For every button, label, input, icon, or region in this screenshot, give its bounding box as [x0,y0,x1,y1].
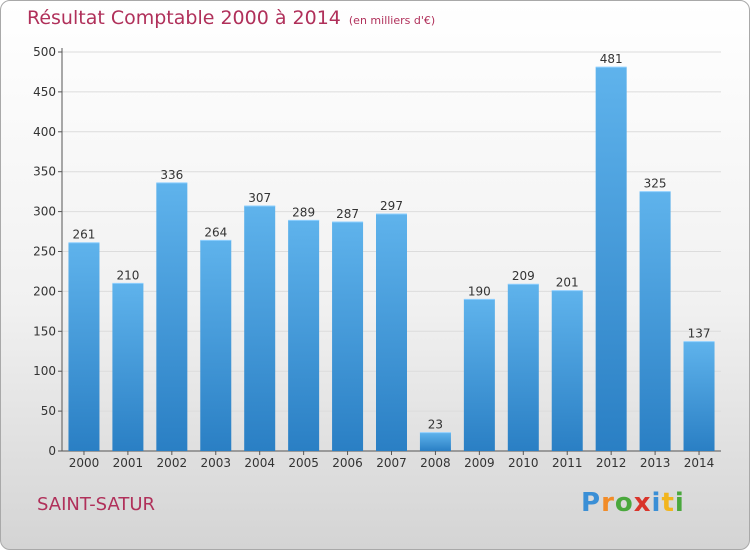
x-tick-label: 2008 [420,456,451,470]
y-tick-label: 300 [33,205,56,219]
data-label: 289 [292,205,315,219]
bar [639,191,671,451]
x-tick-label: 2004 [244,456,275,470]
x-tick-label: 2012 [596,456,627,470]
logo-letter: x [633,488,652,518]
bar [156,182,188,451]
logo-letter: t [661,488,675,518]
data-label: 336 [160,168,183,182]
data-label: 210 [116,268,139,282]
x-tick-label: 2011 [552,456,583,470]
y-tick-label: 250 [33,245,56,259]
bar [200,240,232,451]
logo-letter: i [651,488,662,518]
x-tick-label: 2007 [376,456,407,470]
x-tick-label: 2002 [157,456,188,470]
chart-title: Résultat Comptable 2000 à 2014 (en millie… [27,7,435,29]
logo-letter: P [581,488,602,518]
bar [419,432,451,451]
bar [551,290,583,451]
logo-letter: i [674,488,685,518]
bar [112,283,144,451]
y-tick-label: 0 [48,444,56,458]
y-tick-label: 100 [33,364,56,378]
x-tick-label: 2009 [464,456,495,470]
data-label: 264 [204,225,227,239]
y-tick-label: 350 [33,165,56,179]
x-tick-label: 2003 [200,456,231,470]
bar [244,206,276,451]
bar [507,284,539,451]
data-label: 481 [600,52,623,66]
x-tick-label: 2000 [69,456,100,470]
data-label: 137 [688,327,711,341]
x-tick-label: 2014 [684,456,715,470]
data-label: 307 [248,191,271,205]
bar [595,67,627,452]
proxiti-logo: Proxiti [581,488,685,518]
logo-letter: r [601,488,615,518]
bar [683,341,715,451]
data-label: 23 [428,418,443,432]
data-label: 201 [556,276,579,290]
bar [463,299,495,451]
data-label: 261 [73,228,96,242]
bar [376,213,407,451]
title-unit: (en milliers d'€) [348,14,436,27]
x-tick-label: 2010 [508,456,539,470]
x-tick-label: 2001 [113,456,144,470]
bar [68,242,100,451]
x-tick-label: 2005 [288,456,319,470]
x-tick-label: 2013 [640,456,671,470]
data-label: 209 [512,269,535,283]
location-label: SAINT-SATUR [37,494,156,515]
y-tick-label: 500 [33,45,56,59]
y-tick-label: 200 [33,284,56,298]
y-tick-label: 450 [33,85,56,99]
logo-letter: o [614,488,634,518]
title-main: Résultat Comptable 2000 à 2014 [27,7,341,29]
bar [288,220,320,451]
y-tick-label: 50 [41,404,56,418]
y-tick-label: 400 [33,125,56,139]
data-label: 297 [380,199,403,213]
data-label: 287 [336,207,359,221]
data-label: 325 [644,177,667,191]
data-label: 190 [468,284,491,298]
x-tick-label: 2006 [332,456,363,470]
bar [332,221,364,451]
y-tick-label: 150 [33,324,56,338]
